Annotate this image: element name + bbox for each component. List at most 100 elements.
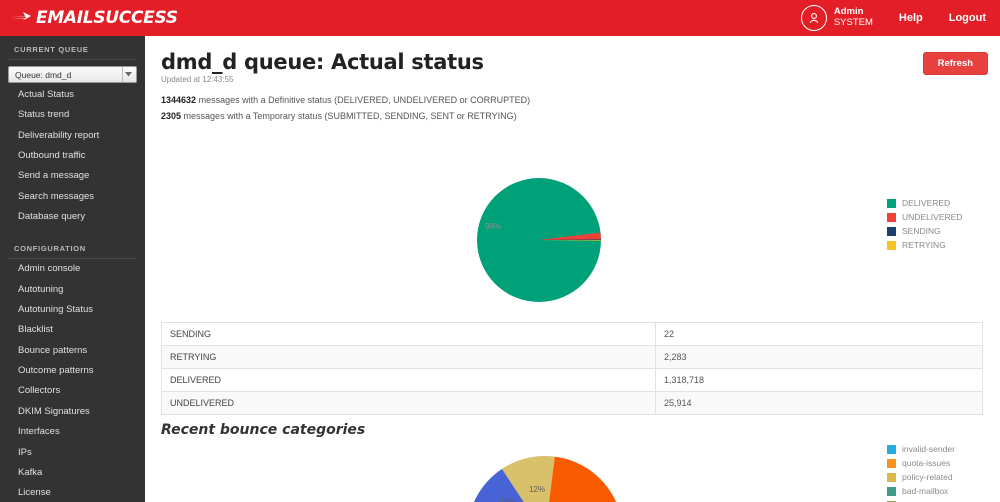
sidebar-item-autotuning[interactable]: Autotuning: [18, 283, 64, 295]
table-cell-value: 1,318,718: [655, 368, 983, 392]
legend-item-retrying: RETRYING: [887, 240, 962, 250]
refresh-button[interactable]: Refresh: [922, 52, 988, 75]
sidebar-section-current-queue: CURRENT QUEUE: [8, 36, 137, 60]
sidebar-item-actual-status[interactable]: Actual Status: [18, 89, 74, 100]
legend-item-policy-related: policy-related: [887, 472, 960, 482]
bounce-categories-legend: invalid-sender quota-issues policy-relat…: [887, 444, 960, 502]
help-link[interactable]: Help: [898, 12, 923, 24]
sidebar-item-database-query[interactable]: Database query: [18, 211, 86, 223]
brand-logo[interactable]: EMAILSUCCESS: [10, 8, 178, 28]
pie-slice-undelivered: [539, 232, 601, 240]
definitive-count: 1344632: [161, 95, 197, 105]
summary-temporary: 2305 messages with a Temporary status (S…: [161, 111, 1000, 121]
sidebar-item-bounce-patterns[interactable]: Bounce patterns: [18, 344, 88, 356]
bounce-categories-pie-chart: 17% 12% 15% 9% 17% 8%: [474, 456, 617, 502]
pie-label-12: 12%: [529, 485, 545, 494]
table-row: UNDELIVERED 25,914: [161, 391, 983, 415]
updated-timestamp: Updated at 12:43:55: [161, 75, 234, 84]
sidebar-item-status-trend[interactable]: Status trend: [18, 109, 70, 121]
pie-slice-retrying: [539, 240, 601, 241]
queue-select-wrap: Queue: dmd_d: [0, 60, 145, 85]
user-role: Admin: [833, 6, 864, 18]
chevron-down-icon: [122, 67, 133, 82]
avatar: [800, 5, 827, 31]
legend-label-policy-related: policy-related: [902, 472, 953, 482]
header-right-group: Admin SYSTEM Help Logout: [800, 5, 986, 31]
table-row: SENDING 22: [161, 322, 983, 346]
section-title-bounce-categories: Recent bounce categories: [161, 422, 366, 438]
legend-item-delivered: DELIVERED: [887, 198, 962, 208]
status-pie-chart: [477, 178, 601, 302]
sidebar-item-kafka[interactable]: Kafka: [18, 466, 43, 478]
legend-swatch-retrying: [887, 240, 896, 250]
arrow-icon: [10, 9, 32, 28]
legend-swatch-policy-related: [887, 472, 896, 482]
sidebar-item-ips[interactable]: IPs: [18, 446, 32, 458]
pie-slice-sending: [539, 239, 601, 240]
legend-swatch-invalid-sender: [887, 444, 896, 454]
legend-swatch-delivered: [887, 198, 896, 208]
pie-slice-orange: [549, 456, 617, 502]
sidebar: CURRENT QUEUE Queue: dmd_d Actual Status…: [0, 36, 145, 502]
legend-swatch-quota-issues: [887, 458, 896, 468]
sidebar-item-outcome-patterns[interactable]: Outcome patterns: [18, 365, 94, 377]
sidebar-item-interfaces[interactable]: Interfaces: [18, 426, 60, 438]
legend-item-sending: SENDING: [887, 226, 962, 236]
legend-item-quota-issues: quota-issues: [887, 458, 960, 468]
temporary-text: messages with a Temporary status (SUBMIT…: [183, 111, 517, 121]
legend-item-undelivered: UNDELIVERED: [887, 212, 962, 222]
sidebar-item-dkim-signatures[interactable]: DKIM Signatures: [18, 405, 90, 417]
legend-label-bad-mailbox: bad-mailbox: [902, 486, 949, 496]
top-header-bar: EMAILSUCCESS Admin SYSTEM Help Logout: [0, 0, 1000, 36]
definitive-text: messages with a Definitive status (DELIV…: [198, 95, 531, 105]
brand-name: EMAILSUCCESS: [36, 8, 178, 28]
legend-label-bad-domain: bad-domain: [902, 500, 947, 502]
legend-item-bad-mailbox: bad-mailbox: [887, 486, 960, 496]
table-cell-key: DELIVERED: [161, 368, 656, 392]
pie-label-delivered: 98%: [485, 222, 502, 231]
legend-swatch-bad-mailbox: [887, 486, 896, 496]
legend-label-delivered: DELIVERED: [902, 198, 951, 208]
table-cell-key: SENDING: [161, 322, 656, 346]
table-row: RETRYING 2,283: [161, 345, 983, 369]
table-cell-value: 2,283: [655, 345, 983, 369]
legend-swatch-bad-domain: [887, 500, 896, 502]
table-cell-value: 25,914: [655, 391, 983, 415]
legend-label-sending: SENDING: [902, 226, 941, 236]
legend-label-invalid-sender: invalid-sender: [902, 444, 955, 454]
legend-item-invalid-sender: invalid-sender: [887, 444, 960, 454]
legend-swatch-sending: [887, 226, 896, 236]
sidebar-item-autotuning-status[interactable]: Autotuning Status: [18, 304, 93, 316]
summary-definitive: 1344632 messages with a Definitive statu…: [161, 95, 1000, 105]
pie-label-15: 15%: [500, 497, 516, 502]
legend-label-retrying: RETRYING: [902, 240, 946, 250]
sidebar-item-outbound-traffic[interactable]: Outbound traffic: [18, 150, 86, 162]
status-table: SENDING 22 RETRYING 2,283 DELIVERED 1,31…: [161, 322, 983, 415]
legend-label-quota-issues: quota-issues: [902, 458, 951, 468]
legend-swatch-undelivered: [887, 212, 896, 222]
status-legend: DELIVERED UNDELIVERED SENDING RETRYING: [887, 198, 962, 254]
page-title: dmd_d queue: Actual status: [161, 50, 484, 74]
main-content: dmd_d queue: Actual status Updated at 12…: [145, 36, 1000, 502]
pie-slice-blue-large: [474, 468, 524, 502]
sidebar-item-blacklist[interactable]: Blacklist: [18, 324, 53, 336]
queue-select[interactable]: Queue: dmd_d: [8, 66, 137, 83]
sidebar-item-search-messages[interactable]: Search messages: [18, 190, 95, 202]
sidebar-item-deliverability-report[interactable]: Deliverability report: [18, 129, 100, 141]
legend-item-bad-domain: bad-domain: [887, 500, 960, 502]
sidebar-item-collectors[interactable]: Collectors: [18, 385, 61, 397]
pie-slice-tan: [502, 456, 555, 502]
sidebar-item-send-a-message[interactable]: Send a message: [18, 170, 90, 182]
sidebar-section-configuration: CONFIGURATION: [8, 235, 137, 260]
sidebar-item-admin-console[interactable]: Admin console: [18, 263, 81, 275]
table-cell-key: RETRYING: [161, 345, 656, 369]
table-cell-value: 22: [655, 322, 983, 346]
user-info: Admin SYSTEM: [833, 6, 873, 29]
temporary-count: 2305: [161, 111, 182, 121]
actual-status-chart: 98% DELIVERED UNDELIVERED SENDING RETRYI…: [145, 160, 1000, 305]
queue-select-value: Queue: dmd_d: [15, 69, 72, 80]
user-menu[interactable]: Admin SYSTEM: [800, 5, 873, 31]
sidebar-item-license[interactable]: License: [18, 487, 51, 499]
user-name: SYSTEM: [833, 17, 873, 28]
logout-link[interactable]: Logout: [948, 12, 986, 24]
